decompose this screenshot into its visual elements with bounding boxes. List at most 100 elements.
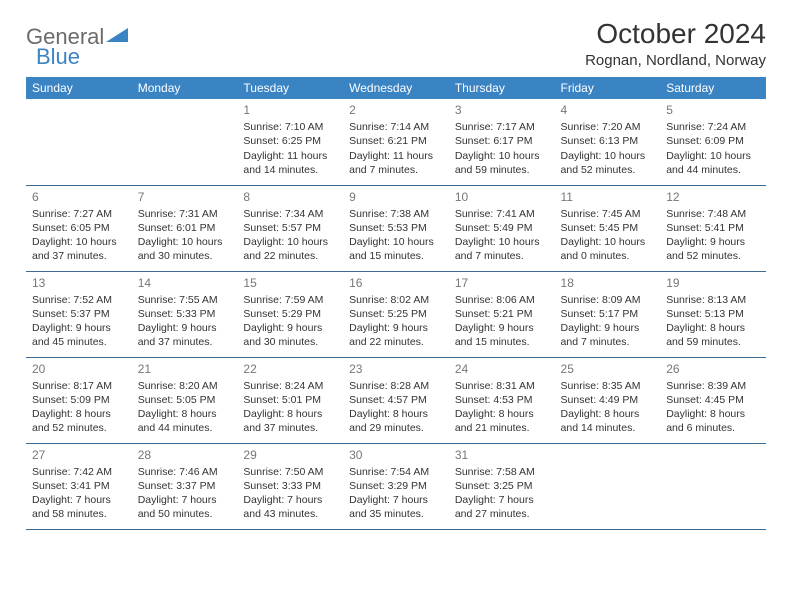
day-number: 27 [32,447,126,463]
cell-daylight: Daylight: 7 hours and 50 minutes. [138,493,232,521]
cell-sunset: Sunset: 5:33 PM [138,307,232,321]
calendar-day-cell: 15Sunrise: 7:59 AMSunset: 5:29 PMDayligh… [237,271,343,357]
cell-sunset: Sunset: 3:33 PM [243,479,337,493]
cell-daylight: Daylight: 10 hours and 59 minutes. [455,149,549,177]
cell-daylight: Daylight: 8 hours and 59 minutes. [666,321,760,349]
cell-sunrise: Sunrise: 7:38 AM [349,207,443,221]
calendar-day-cell: 17Sunrise: 8:06 AMSunset: 5:21 PMDayligh… [449,271,555,357]
cell-sunrise: Sunrise: 7:31 AM [138,207,232,221]
day-number: 11 [561,189,655,205]
cell-sunrise: Sunrise: 7:58 AM [455,465,549,479]
logo-text-2: Blue [36,44,80,70]
calendar-day-cell: 22Sunrise: 8:24 AMSunset: 5:01 PMDayligh… [237,357,343,443]
cell-daylight: Daylight: 9 hours and 37 minutes. [138,321,232,349]
day-number: 12 [666,189,760,205]
cell-sunset: Sunset: 5:09 PM [32,393,126,407]
cell-sunrise: Sunrise: 7:46 AM [138,465,232,479]
cell-sunrise: Sunrise: 8:13 AM [666,293,760,307]
cell-sunset: Sunset: 5:37 PM [32,307,126,321]
calendar-day-cell: 18 Sunrise: 8:09 AMSunset: 5:17 PMDayligh… [555,271,661,357]
day-number: 2 [349,102,443,118]
calendar-day-cell: 21Sunrise: 8:20 AMSunset: 5:05 PMDayligh… [132,357,238,443]
cell-sunset: Sunset: 5:17 PM [561,307,655,321]
cell-sunset: Sunset: 6:21 PM [349,134,443,148]
day-number: 14 [138,275,232,291]
cell-sunset: Sunset: 5:13 PM [666,307,760,321]
calendar-day-cell: 30Sunrise: 7:54 AMSunset: 3:29 PMDayligh… [343,443,449,529]
calendar-day-cell: 4Sunrise: 7:20 AMSunset: 6:13 PMDaylight… [555,99,661,185]
day-number: 18 [561,275,655,291]
calendar-day-cell: 16Sunrise: 8:02 AMSunset: 5:25 PMDayligh… [343,271,449,357]
day-number: 31 [455,447,549,463]
calendar-day-cell: 11Sunrise: 7:45 AMSunset: 5:45 PMDayligh… [555,185,661,271]
cell-daylight: Daylight: 10 hours and 44 minutes. [666,149,760,177]
cell-sunrise: Sunrise: 8:28 AM [349,379,443,393]
calendar-day-cell: 25Sunrise: 8:35 AMSunset: 4:49 PMDayligh… [555,357,661,443]
cell-daylight: Daylight: 8 hours and 29 minutes. [349,407,443,435]
cell-daylight: Daylight: 8 hours and 44 minutes. [138,407,232,435]
calendar-day-cell: 10Sunrise: 7:41 AMSunset: 5:49 PMDayligh… [449,185,555,271]
calendar-day-cell: 5Sunrise: 7:24 AMSunset: 6:09 PMDaylight… [660,99,766,185]
cell-sunset: Sunset: 5:41 PM [666,221,760,235]
cell-daylight: Daylight: 10 hours and 15 minutes. [349,235,443,263]
day-number: 26 [666,361,760,377]
calendar-day-cell [132,99,238,185]
day-number: 13 [32,275,126,291]
calendar-day-cell: 14 Sunrise: 7:55 AMSunset: 5:33 PMDayligh… [132,271,238,357]
day-number: 1 [243,102,337,118]
calendar-day-cell: 13Sunrise: 7:52 AMSunset: 5:37 PMDayligh… [26,271,132,357]
cell-daylight: Daylight: 8 hours and 14 minutes. [561,407,655,435]
calendar-day-cell: 2Sunrise: 7:14 AMSunset: 6:21 PMDaylight… [343,99,449,185]
day-number: 28 [138,447,232,463]
cell-sunrise: Sunrise: 7:54 AM [349,465,443,479]
cell-sunrise: Sunrise: 7:17 AM [455,120,549,134]
cell-sunset: Sunset: 6:05 PM [32,221,126,235]
cell-daylight: Daylight: 9 hours and 7 minutes. [561,321,655,349]
weekday-header: Thursday [449,77,555,99]
weekday-header-row: Sunday Monday Tuesday Wednesday Thursday… [26,77,766,99]
cell-sunset: Sunset: 4:53 PM [455,393,549,407]
day-number: 5 [666,102,760,118]
cell-daylight: Daylight: 10 hours and 7 minutes. [455,235,549,263]
cell-daylight: Daylight: 10 hours and 30 minutes. [138,235,232,263]
cell-daylight: Daylight: 8 hours and 52 minutes. [32,407,126,435]
weekday-header: Sunday [26,77,132,99]
calendar-day-cell: 12Sunrise: 7:48 AMSunset: 5:41 PMDayligh… [660,185,766,271]
weekday-header: Friday [555,77,661,99]
cell-daylight: Daylight: 9 hours and 30 minutes. [243,321,337,349]
cell-sunrise: Sunrise: 8:09 AM [561,293,655,307]
day-number: 15 [243,275,337,291]
calendar-day-cell: 29Sunrise: 7:50 AMSunset: 3:33 PMDayligh… [237,443,343,529]
calendar-week-row: 13Sunrise: 7:52 AMSunset: 5:37 PMDayligh… [26,271,766,357]
cell-daylight: Daylight: 7 hours and 58 minutes. [32,493,126,521]
cell-sunrise: Sunrise: 7:24 AM [666,120,760,134]
day-number: 9 [349,189,443,205]
calendar-day-cell: 26Sunrise: 8:39 AMSunset: 4:45 PMDayligh… [660,357,766,443]
cell-sunrise: Sunrise: 8:06 AM [455,293,549,307]
cell-sunset: Sunset: 5:05 PM [138,393,232,407]
day-number: 16 [349,275,443,291]
calendar-page: General October 2024 Rognan, Nordland, N… [0,0,792,530]
cell-sunset: Sunset: 5:01 PM [243,393,337,407]
title-block: October 2024 Rognan, Nordland, Norway [585,18,766,69]
cell-sunrise: Sunrise: 7:55 AM [138,293,232,307]
calendar-day-cell: 27Sunrise: 7:42 AMSunset: 3:41 PMDayligh… [26,443,132,529]
cell-sunset: Sunset: 5:53 PM [349,221,443,235]
calendar-week-row: 1Sunrise: 7:10 AMSunset: 6:25 PMDaylight… [26,99,766,185]
cell-daylight: Daylight: 11 hours and 14 minutes. [243,149,337,177]
cell-sunset: Sunset: 5:45 PM [561,221,655,235]
weekday-header: Tuesday [237,77,343,99]
cell-sunrise: Sunrise: 7:14 AM [349,120,443,134]
calendar-day-cell [555,443,661,529]
cell-sunrise: Sunrise: 7:27 AM [32,207,126,221]
calendar-day-cell: 8Sunrise: 7:34 AMSunset: 5:57 PMDaylight… [237,185,343,271]
cell-daylight: Daylight: 7 hours and 35 minutes. [349,493,443,521]
cell-daylight: Daylight: 9 hours and 15 minutes. [455,321,549,349]
month-title: October 2024 [585,18,766,50]
cell-sunset: Sunset: 5:49 PM [455,221,549,235]
weekday-header: Wednesday [343,77,449,99]
cell-sunrise: Sunrise: 8:39 AM [666,379,760,393]
cell-sunrise: Sunrise: 7:34 AM [243,207,337,221]
cell-daylight: Daylight: 9 hours and 45 minutes. [32,321,126,349]
weekday-header: Monday [132,77,238,99]
